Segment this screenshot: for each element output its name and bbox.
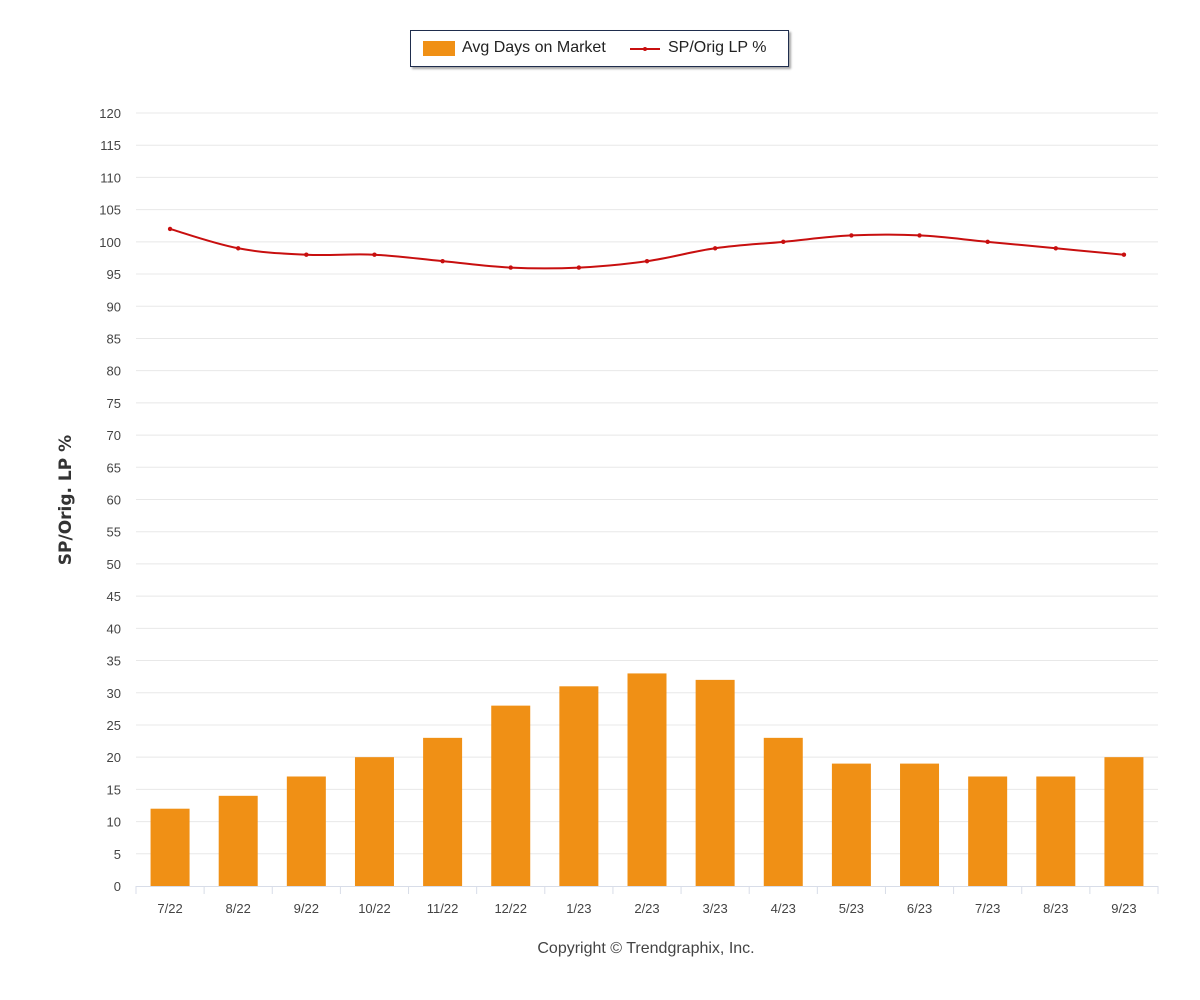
line-point[interactable] [917, 233, 922, 238]
legend-bar-label: Avg Days on Market [462, 39, 606, 56]
legend-item-line[interactable]: SP/Orig LP % [630, 39, 766, 57]
y-tick-label: 110 [100, 170, 121, 185]
bar[interactable] [627, 673, 667, 886]
x-tick-label: 2/23 [634, 901, 659, 916]
bar[interactable] [900, 763, 940, 886]
copyright-text: Copyright © Trendgraphix, Inc. [537, 940, 755, 957]
y-tick-label: 115 [100, 138, 121, 153]
bar[interactable] [831, 763, 871, 886]
y-tick-label: 35 [107, 654, 121, 669]
bar[interactable] [559, 686, 599, 886]
y-tick-label: 100 [99, 235, 121, 250]
bar[interactable] [354, 757, 394, 886]
legend-line-label: SP/Orig LP % [668, 39, 767, 56]
bar[interactable] [218, 795, 258, 886]
line-point[interactable] [985, 239, 990, 245]
bar-series [150, 673, 1144, 886]
y-tick-label: 15 [107, 782, 121, 797]
x-tick-label: 8/22 [226, 901, 251, 916]
y-tick-label: 50 [107, 557, 121, 572]
bar[interactable] [150, 808, 190, 886]
line-point[interactable] [712, 246, 718, 251]
x-tick-label: 7/23 [975, 901, 1000, 916]
line-point[interactable] [304, 252, 309, 257]
y-tick-label: 40 [107, 621, 121, 636]
line-point[interactable] [1121, 252, 1127, 257]
y-tick-label: 80 [107, 364, 121, 379]
line-point[interactable] [781, 239, 786, 245]
legend-bar-swatch [423, 41, 455, 56]
line-point[interactable] [440, 258, 445, 264]
line-point[interactable] [167, 226, 173, 232]
x-tick-label: 12/22 [494, 901, 527, 916]
x-tick-label: 8/23 [1043, 901, 1068, 916]
y-tick-label: 70 [107, 428, 121, 443]
x-axis-tick-labels: 7/22 8/22 9/22 10/22 11/22 12/22 1/23 2/23 3/23 4… [157, 901, 1136, 916]
line-series [167, 226, 1127, 270]
y-tick-label: 95 [107, 267, 121, 282]
y-tick-label: 105 [99, 203, 121, 218]
x-tick-label: 5/23 [839, 901, 864, 916]
y-tick-label: 90 [107, 299, 121, 314]
x-axis [135, 886, 1159, 894]
y-tick-label: 5 [114, 847, 121, 862]
x-tick-label: 7/22 [157, 901, 182, 916]
x-tick-label: 9/22 [294, 901, 319, 916]
y-tick-label: 20 [107, 750, 121, 765]
y-tick-label: 30 [107, 686, 121, 701]
y-tick-label: 85 [107, 331, 121, 346]
bar[interactable] [763, 737, 803, 886]
y-tick-label: 65 [107, 460, 121, 475]
y-tick-label: 10 [107, 815, 121, 830]
x-tick-label: 4/23 [771, 901, 796, 916]
x-tick-label: 6/23 [907, 901, 932, 916]
bar[interactable] [1036, 776, 1076, 886]
line-point[interactable] [508, 265, 513, 270]
y-tick-label: 120 [99, 106, 121, 121]
bar[interactable] [695, 679, 735, 886]
y-tick-label: 25 [107, 718, 121, 733]
bar[interactable] [491, 705, 531, 886]
bar[interactable] [286, 776, 326, 886]
bar[interactable] [968, 776, 1008, 886]
line-point[interactable] [1053, 246, 1059, 251]
legend: Avg Days on Market SP/Orig LP % [410, 30, 789, 67]
x-tick-label: 3/23 [702, 901, 727, 916]
grid-lines [136, 112, 1158, 855]
bar[interactable] [423, 737, 463, 886]
bar[interactable] [1104, 757, 1144, 886]
y-tick-label: 45 [107, 589, 121, 604]
y-tick-label: 0 [114, 879, 121, 894]
legend-item-bar[interactable]: Avg Days on Market [423, 39, 606, 57]
y-tick-label: 75 [107, 396, 121, 411]
x-tick-label: 9/23 [1111, 901, 1136, 916]
x-tick-label: 10/22 [358, 901, 391, 916]
legend-line-marker [643, 47, 647, 51]
line-point[interactable] [372, 252, 377, 257]
line-point[interactable] [576, 265, 582, 270]
x-tick-label: 1/23 [566, 901, 591, 916]
y-axis-title: SP/Orig. LP % [56, 434, 76, 566]
y-tick-label: 55 [107, 525, 121, 540]
y-tick-label: 60 [107, 493, 121, 508]
y-axis-tick-labels: 0 5 10 15 20 25 30 35 40 45 50 55 60 65 70 75 80 85 90 95 10… [99, 106, 121, 894]
x-tick-label: 11/22 [427, 901, 459, 916]
line-point[interactable] [849, 233, 854, 238]
line-point[interactable] [236, 246, 241, 251]
line-point[interactable] [644, 258, 650, 264]
